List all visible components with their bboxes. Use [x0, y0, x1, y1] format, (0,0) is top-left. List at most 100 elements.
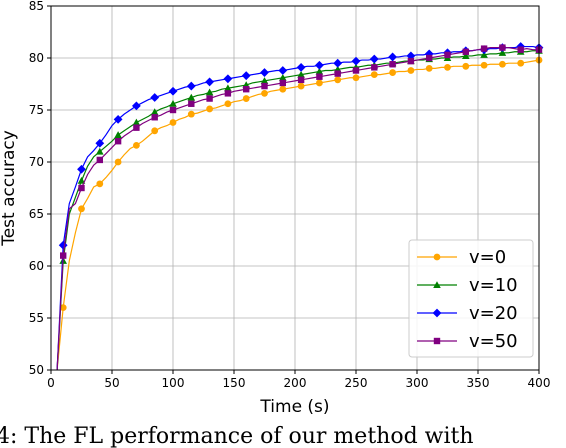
data-point [206, 95, 213, 102]
data-point [59, 304, 67, 311]
legend-label: v=50 [469, 331, 518, 352]
data-point [205, 77, 214, 87]
data-point [78, 205, 85, 213]
x-tick-label: 300 [406, 376, 429, 390]
data-point [241, 71, 251, 81]
data-point [389, 69, 396, 76]
data-point [114, 158, 122, 166]
data-point [260, 77, 269, 84]
data-point [278, 66, 288, 75]
data-point [168, 86, 178, 96]
data-point [279, 79, 286, 87]
data-point [132, 101, 141, 111]
data-point [444, 63, 451, 71]
data-point [77, 164, 86, 174]
data-point [426, 54, 433, 62]
y-tick-label: 60 [29, 259, 44, 273]
x-tick-label: 400 [528, 376, 551, 390]
data-point [407, 67, 415, 74]
data-point [261, 89, 268, 97]
data-point [114, 131, 122, 138]
legend-marker [433, 281, 441, 289]
data-point [261, 82, 268, 90]
data-point [407, 57, 415, 65]
y-tick-label: 75 [29, 103, 44, 117]
data-point [333, 58, 343, 68]
data-point [58, 240, 68, 250]
data-point [352, 74, 360, 82]
legend-marker [432, 308, 442, 318]
legend-marker [433, 253, 441, 261]
data-point [205, 88, 214, 96]
data-point [351, 56, 361, 66]
data-point [206, 105, 214, 113]
data-point [242, 95, 250, 102]
data-point [498, 49, 507, 56]
series-v=0 [56, 56, 543, 370]
data-point [499, 44, 506, 51]
data-point [462, 48, 469, 55]
x-tick-label: 150 [223, 376, 246, 390]
data-point [187, 110, 195, 118]
legend-item: v=20 [417, 303, 518, 324]
data-point [315, 67, 324, 75]
data-point [499, 60, 506, 68]
x-tick-label: 0 [47, 376, 55, 390]
data-point [224, 84, 232, 92]
x-axis-title: Time (s) [259, 397, 329, 417]
data-point [462, 62, 470, 70]
data-point [133, 141, 140, 149]
legend: v=0 v=10 v=20 v=50 [408, 239, 534, 358]
legend-item: v=50 [417, 331, 518, 352]
data-point [132, 118, 141, 126]
data-point [150, 93, 160, 102]
data-point [352, 67, 360, 74]
x-tick-label: 100 [162, 376, 185, 390]
x-tick-label: 250 [345, 376, 368, 390]
data-point [169, 106, 177, 114]
data-point [316, 73, 323, 80]
legend-box [408, 239, 534, 358]
figure-caption: 4: The FL performance of our method with [0, 424, 474, 448]
data-point [388, 52, 397, 62]
data-point [77, 176, 86, 184]
data-point [334, 76, 342, 84]
y-tick-label: 55 [29, 311, 44, 325]
y-tick-label: 80 [29, 51, 44, 65]
legend-label: v=10 [469, 275, 518, 296]
y-axis-title: Test accuracy [0, 130, 19, 247]
data-point [279, 73, 287, 81]
data-point [60, 252, 67, 259]
data-point [96, 156, 103, 164]
data-point [315, 60, 324, 70]
data-point [444, 51, 451, 59]
data-point [260, 68, 269, 77]
data-point [224, 100, 232, 108]
data-point [297, 82, 305, 90]
data-point [169, 99, 177, 107]
data-point [169, 119, 177, 126]
legend-marker [433, 337, 441, 345]
data-point [334, 70, 341, 77]
data-point [297, 76, 305, 84]
x-tick-label: 200 [284, 376, 307, 390]
data-point [113, 114, 123, 124]
y-tick-label: 70 [29, 155, 44, 169]
data-point [371, 64, 378, 71]
legend-item: v=10 [417, 275, 518, 296]
data-point [480, 51, 488, 58]
data-point [96, 147, 104, 155]
data-point [150, 108, 159, 116]
data-point [151, 114, 158, 121]
data-point [480, 45, 488, 52]
data-point [370, 71, 378, 79]
data-point [480, 61, 488, 69]
data-point [95, 138, 105, 148]
data-point [369, 54, 379, 64]
data-point [96, 180, 104, 188]
data-point [186, 81, 196, 91]
legend-item: v=0 [417, 247, 506, 268]
data-point [133, 124, 140, 131]
data-point [151, 127, 159, 135]
